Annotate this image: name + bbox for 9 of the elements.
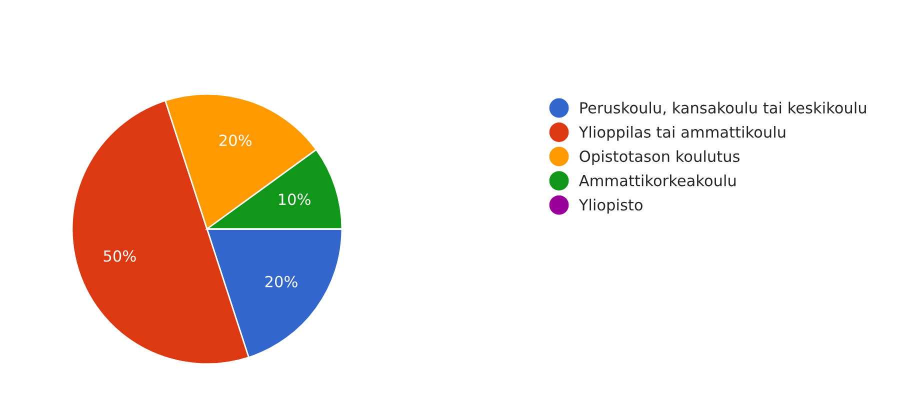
data-label: 10%	[279, 194, 310, 206]
legend-label: Ylioppilas tai ammattikoulu	[578, 126, 786, 141]
data-label: 50%	[104, 250, 136, 262]
legend-label: Peruskoulu, kansakoulu tai keskikoulu	[580, 102, 866, 116]
legend-label: Ammattikorkeakoulu	[579, 174, 736, 186]
data-label: 20%	[265, 276, 298, 288]
legend-label: Opistotason koulutus	[580, 150, 740, 166]
data-label: 20%	[220, 134, 252, 146]
legend-label: Yliopisto	[578, 198, 642, 214]
